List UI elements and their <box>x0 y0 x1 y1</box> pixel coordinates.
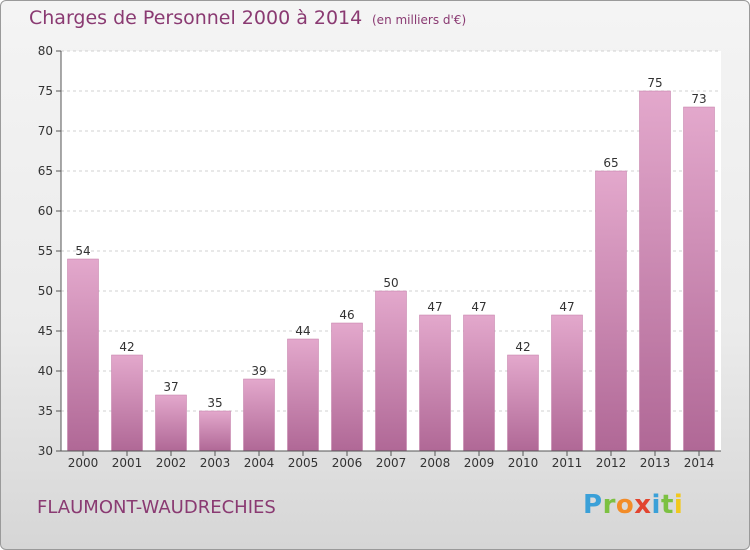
x-tick-label: 2011 <box>552 456 583 470</box>
data-label: 35 <box>207 396 222 410</box>
data-label: 42 <box>515 340 530 354</box>
y-tick-label: 45 <box>38 324 53 338</box>
bar <box>419 314 451 452</box>
y-tick-label: 75 <box>38 84 53 98</box>
bar <box>199 410 231 452</box>
bar <box>463 314 495 452</box>
bar <box>551 314 583 452</box>
x-tick-label: 2002 <box>156 456 187 470</box>
bar <box>243 378 275 452</box>
logo-letter: P <box>583 490 603 520</box>
data-label: 46 <box>339 308 354 322</box>
data-label: 44 <box>295 324 310 338</box>
x-tick-label: 2010 <box>508 456 539 470</box>
chart-title: Charges de Personnel 2000 à 2014 <box>29 7 363 29</box>
y-tick-label: 35 <box>38 404 53 418</box>
data-label: 42 <box>119 340 134 354</box>
bar <box>595 170 627 452</box>
x-tick-label: 2006 <box>332 456 363 470</box>
logo-letter: i <box>673 490 684 520</box>
x-tick-label: 2013 <box>640 456 671 470</box>
data-label: 47 <box>471 300 486 314</box>
bar <box>683 106 715 452</box>
x-tick-label: 2012 <box>596 456 627 470</box>
y-tick-label: 80 <box>38 44 53 58</box>
bars: 54 42 37 35 39 44 46 50 47 47 42 47 65 75 73 <box>67 76 715 452</box>
y-axis: 30 35 40 45 50 55 60 65 70 75 80 <box>38 44 62 458</box>
bar <box>375 290 407 452</box>
x-tick-label: 2005 <box>288 456 319 470</box>
x-tick-label: 2003 <box>200 456 231 470</box>
data-label: 54 <box>75 244 90 258</box>
logo-letter: i <box>651 490 661 520</box>
x-tick-label: 2001 <box>112 456 143 470</box>
data-label: 37 <box>163 380 178 394</box>
commune-name: FLAUMONT-WAUDRECHIES <box>37 497 276 518</box>
bar <box>507 354 539 452</box>
y-tick-label: 55 <box>38 244 53 258</box>
data-label: 75 <box>647 76 662 90</box>
data-label: 50 <box>383 276 398 290</box>
data-label: 47 <box>427 300 442 314</box>
x-tick-label: 2009 <box>464 456 495 470</box>
x-axis: 2000 2001 2002 2003 2004 2005 2006 2007 2008 2009… <box>61 450 721 470</box>
bar <box>639 90 671 452</box>
y-tick-label: 65 <box>38 164 53 178</box>
y-tick-label: 40 <box>38 364 53 378</box>
data-label: 73 <box>691 92 706 106</box>
x-tick-label: 2000 <box>68 456 99 470</box>
bar <box>331 322 363 452</box>
x-tick-label: 2014 <box>684 456 715 470</box>
bar <box>155 394 187 452</box>
logo-letter: o <box>615 490 635 520</box>
x-tick-label: 2004 <box>244 456 275 470</box>
data-label: 65 <box>603 156 618 170</box>
logo-letter: t <box>660 490 674 520</box>
y-tick-label: 70 <box>38 124 53 138</box>
y-tick-label: 30 <box>38 444 53 458</box>
x-tick-label: 2007 <box>376 456 407 470</box>
bar <box>111 354 143 452</box>
logo-letter: x <box>634 490 652 520</box>
bar <box>67 258 99 452</box>
data-label: 39 <box>251 364 266 378</box>
data-label: 47 <box>559 300 574 314</box>
logo-letter: r <box>602 490 616 520</box>
bar <box>287 338 319 452</box>
x-tick-label: 2008 <box>420 456 451 470</box>
proxiti-logo[interactable]: Proxiti <box>583 490 683 520</box>
y-tick-label: 50 <box>38 284 53 298</box>
chart-subtitle: (en milliers d'€) <box>372 13 467 27</box>
y-tick-label: 60 <box>38 204 53 218</box>
